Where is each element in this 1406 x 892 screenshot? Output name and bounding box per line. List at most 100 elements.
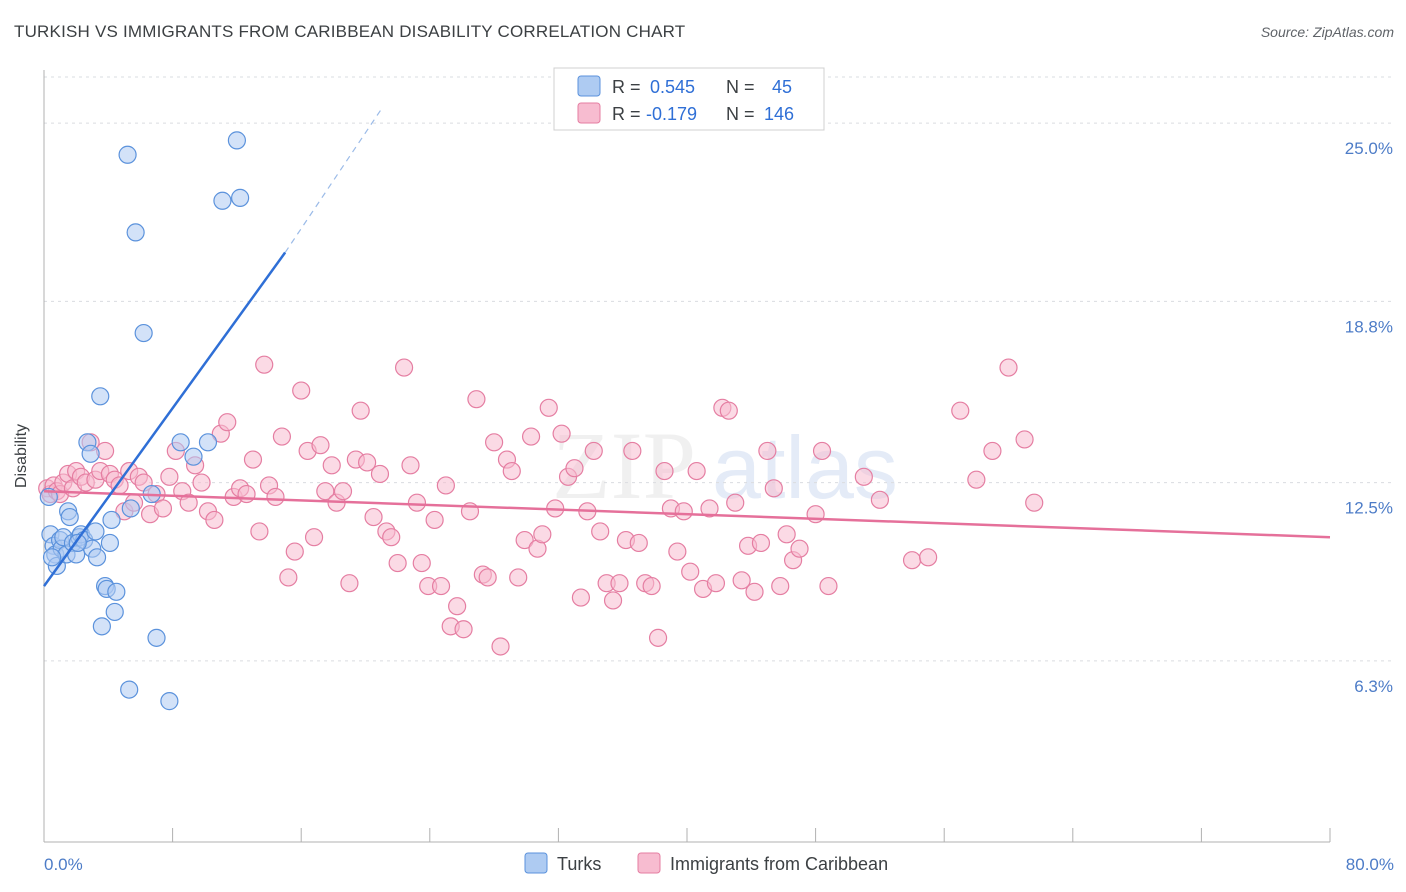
- caribbean-point: [533, 525, 552, 544]
- caribbean-point: [648, 628, 668, 647]
- caribbean-point: [250, 522, 269, 541]
- caribbean-point: [745, 582, 764, 601]
- caribbean-point: [870, 490, 890, 509]
- trend-lines: [42, 108, 1331, 587]
- caribbean-point: [681, 562, 700, 581]
- caribbean-point: [502, 461, 521, 481]
- caribbean-point: [279, 568, 298, 587]
- trend-line-turks: [42, 251, 287, 587]
- caribbean-point: [272, 427, 292, 446]
- source-value: ZipAtlas.com: [1313, 24, 1394, 40]
- bottom-legend-swatch-turks: [524, 852, 548, 874]
- caribbean-point: [454, 620, 473, 639]
- caribbean-point: [771, 576, 790, 596]
- caribbean-point: [521, 427, 541, 446]
- bottom-legend-swatch-caribbean: [637, 852, 661, 874]
- series-turks: [39, 131, 250, 711]
- y-axis-tick-labels: 6.3% 12.5% 18.8% 25.0%: [1345, 139, 1393, 696]
- chart-title: TURKISH VS IMMIGRANTS FROM CARIBBEAN DIS…: [14, 22, 686, 41]
- turks-point: [147, 628, 166, 647]
- legend-r-label-caribbean: R =: [612, 104, 641, 124]
- bottom-legend-label-caribbean: Immigrants from Caribbean: [670, 854, 888, 874]
- caribbean-point: [623, 441, 642, 461]
- caribbean-point: [1015, 430, 1034, 449]
- turks-point: [231, 188, 250, 207]
- caribbean-point: [218, 413, 237, 432]
- x-tick-label-max: 80.0%: [1346, 855, 1394, 874]
- caribbean-point: [919, 548, 938, 567]
- caribbean-point: [610, 574, 629, 593]
- caribbean-point: [819, 576, 838, 596]
- caribbean-point: [322, 456, 341, 475]
- caribbean-point: [179, 493, 198, 512]
- caribbean-point: [777, 525, 796, 544]
- source-label: Source:: [1260, 24, 1310, 40]
- turks-point: [213, 191, 232, 210]
- turks-point: [92, 617, 111, 636]
- turks-point: [121, 499, 140, 518]
- legend-n-value-caribbean: 146: [764, 104, 794, 124]
- stats-legend: R = 0.545 N = 45 R = -0.179 N = 146: [553, 67, 825, 131]
- caribbean-point: [790, 539, 809, 558]
- bottom-legend-label-turks: Turks: [557, 854, 601, 874]
- caribbean-point: [388, 553, 407, 573]
- turks-point: [86, 522, 105, 541]
- caribbean-point: [584, 441, 603, 461]
- gridlines: [44, 76, 1392, 662]
- caribbean-point: [751, 533, 771, 553]
- turks-point: [102, 510, 121, 530]
- turks-point: [100, 533, 120, 553]
- caribbean-point: [951, 401, 970, 420]
- caribbean-point: [394, 358, 414, 377]
- caribbean-point: [412, 553, 431, 573]
- caribbean-point: [340, 574, 359, 593]
- turks-point: [198, 433, 218, 452]
- turks-point: [120, 680, 139, 699]
- caribbean-point: [243, 450, 263, 469]
- caribbean-point: [854, 467, 873, 486]
- caribbean-point: [967, 470, 986, 489]
- caribbean-point: [364, 507, 383, 527]
- caribbean-point: [764, 479, 783, 498]
- turks-point: [160, 692, 179, 711]
- y-tick-label: 18.8%: [1345, 317, 1393, 336]
- x-tick-label-min: 0.0%: [44, 855, 83, 874]
- legend-n-label-caribbean: N =: [726, 104, 755, 124]
- caribbean-point: [485, 433, 504, 452]
- caribbean-point: [668, 542, 687, 561]
- caribbean-point: [603, 591, 623, 610]
- trend-line-turks-extension: [284, 108, 383, 253]
- series-legend: Turks Immigrants from Caribbean: [524, 852, 888, 874]
- turks-point: [91, 387, 110, 406]
- turks-point: [126, 223, 145, 242]
- y-axis-label: Disability: [13, 424, 30, 488]
- caribbean-point: [706, 574, 726, 593]
- caribbean-point: [407, 493, 427, 512]
- caribbean-point: [370, 464, 390, 484]
- caribbean-point: [160, 467, 179, 486]
- caribbean-point: [311, 436, 330, 455]
- caribbean-point: [758, 441, 777, 461]
- caribbean-point: [255, 355, 274, 374]
- caribbean-point: [478, 568, 497, 587]
- caribbean-point: [425, 510, 444, 530]
- caribbean-point: [629, 533, 648, 553]
- source-attribution: Source: ZipAtlas.com: [1261, 24, 1394, 40]
- turks-point: [134, 323, 153, 343]
- turks-point: [118, 145, 137, 164]
- turks-point: [81, 444, 100, 463]
- caribbean-point: [552, 424, 571, 443]
- turks-point: [87, 548, 107, 567]
- caribbean-point: [509, 568, 528, 587]
- caribbean-point: [591, 522, 610, 541]
- legend-r-value-turks: 0.545: [650, 77, 695, 97]
- caribbean-point: [448, 597, 467, 616]
- caribbean-point: [316, 482, 335, 501]
- caribbean-point: [192, 473, 211, 492]
- y-tick-label: 25.0%: [1345, 139, 1393, 158]
- caribbean-point: [571, 588, 591, 607]
- caribbean-point: [565, 459, 584, 478]
- turks-point: [60, 507, 79, 527]
- caribbean-point: [812, 441, 832, 461]
- x-axis-ticks: [43, 828, 1331, 842]
